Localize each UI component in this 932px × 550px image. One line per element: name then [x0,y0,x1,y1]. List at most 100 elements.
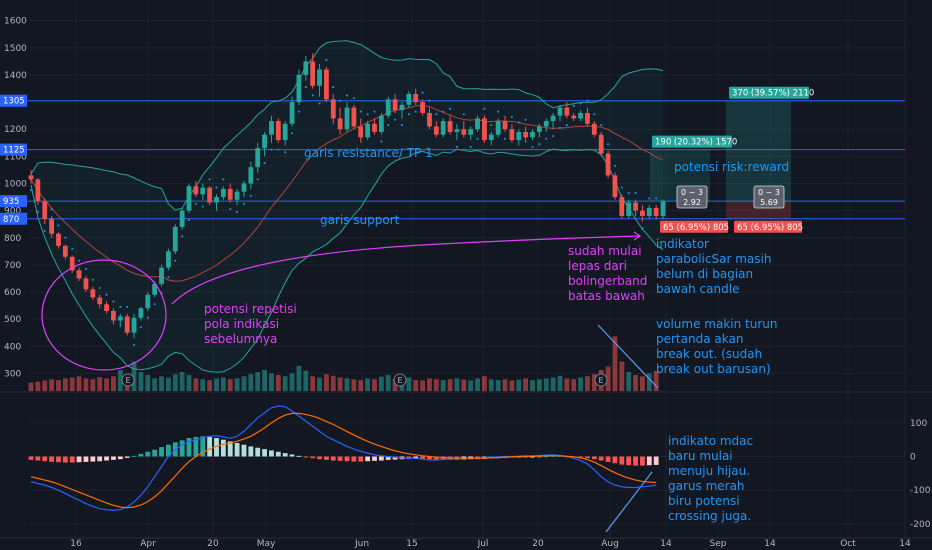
sar-dot [64,236,67,239]
candle-body [495,121,501,135]
sar-dot [249,194,252,197]
macd-histogram-bar [56,456,61,463]
volume-bar [152,378,158,391]
sar-dot [407,113,410,116]
sar-dot [366,113,369,116]
sar-dot [428,99,431,102]
volume-bar [227,379,233,391]
rr-ratio-2-top: 0 ~ 3 [758,188,780,197]
volume-bar [468,380,474,391]
macd-histogram-bar [365,456,371,462]
macd-histogram-bar [138,453,144,457]
level-tag-label: 870 [3,215,19,225]
candle-body [193,186,199,195]
macd-histogram-bar [598,456,604,461]
macd-histogram-bar [145,451,151,457]
macd-histogram-bar [152,449,158,457]
candle-body [372,123,377,132]
volume-bar [234,378,240,391]
volume-bar [42,380,48,391]
price-level-tags: 1305 1125 935 870 [0,94,27,225]
support-annotation: garis support [320,213,400,227]
sar-dot [71,247,74,250]
volume-bar [186,375,192,391]
time-tick-label: Jul [477,539,489,549]
sar-dot [270,148,273,151]
sar-dot [346,94,349,97]
volume-bar [392,378,398,391]
candle-body [461,129,467,135]
volume-bar [454,378,460,391]
sar-dot [78,259,81,262]
candle-body [28,175,34,180]
candle-body [378,115,384,132]
candle-body [406,93,412,105]
sar-dot [98,286,101,289]
time-tick-label: Oct [840,539,856,549]
volume-bar [255,372,261,391]
candle-body [447,121,453,132]
macd-histogram-bar [255,447,261,457]
candle-body [543,121,549,127]
macd-histogram-bar [234,443,240,457]
candle-body [351,107,357,127]
macd-histogram-bar [640,456,645,466]
macd-tick-label: -200 [910,520,931,530]
price-tick-label: 700 [4,261,21,271]
macd-histogram-bar [227,441,233,457]
candle-body [104,304,109,312]
macd-histogram-bar [344,456,350,462]
macd-histogram-bar [626,456,632,466]
time-tick-label: 16 [70,539,82,549]
candle-body [523,131,529,138]
volume-bar [193,378,199,391]
candle-body [83,278,89,290]
volume-bar [440,380,446,391]
macd-histogram-bar [166,444,171,457]
macd-histogram-bar [124,456,130,458]
sar-dot [153,303,156,306]
volume-bar [578,377,583,391]
price-tick-label: 1200 [4,125,27,135]
sar-dot [613,164,616,167]
candle-body [317,69,322,86]
volume-bar [275,375,281,391]
candle-body [502,121,508,130]
parabolic-sar [30,59,665,346]
macd-histogram-bar [90,456,96,462]
sar-dot [490,124,493,127]
candle-body [248,167,254,184]
bollinger-basis [30,104,664,282]
time-tick-label: 14 [660,539,672,549]
candle-body [640,210,645,217]
sar-dot [483,107,486,110]
candle-body [516,131,522,141]
candle-body [324,69,329,100]
macd-histogram-bar [193,436,199,457]
volume-bar [28,382,34,391]
candle-body [220,188,226,198]
sar-dot [435,113,438,116]
sar-dot [263,162,266,165]
candle-body [571,115,577,119]
rr-bottom-left-label-box [660,220,728,233]
bollinger-upper [30,40,664,211]
candle-body [598,134,604,154]
macd-histogram-bar [289,454,295,457]
earnings-marker-label: E [397,376,402,385]
arrow-head [633,231,642,241]
highlight-ellipse [41,259,167,371]
sar-dot [421,91,424,94]
macd-histogram-bar [372,456,377,461]
volume-trend-line [597,324,659,389]
candle-body [633,202,638,211]
volume-bar [83,378,89,391]
volume-bar [365,378,371,391]
candle-body [365,123,371,138]
volume-bar [591,374,597,391]
macd-histogram-bar [392,456,398,460]
sar-dot [57,224,60,227]
macd-histogram-bar [296,455,302,457]
time-tick-label: 20 [532,539,544,549]
